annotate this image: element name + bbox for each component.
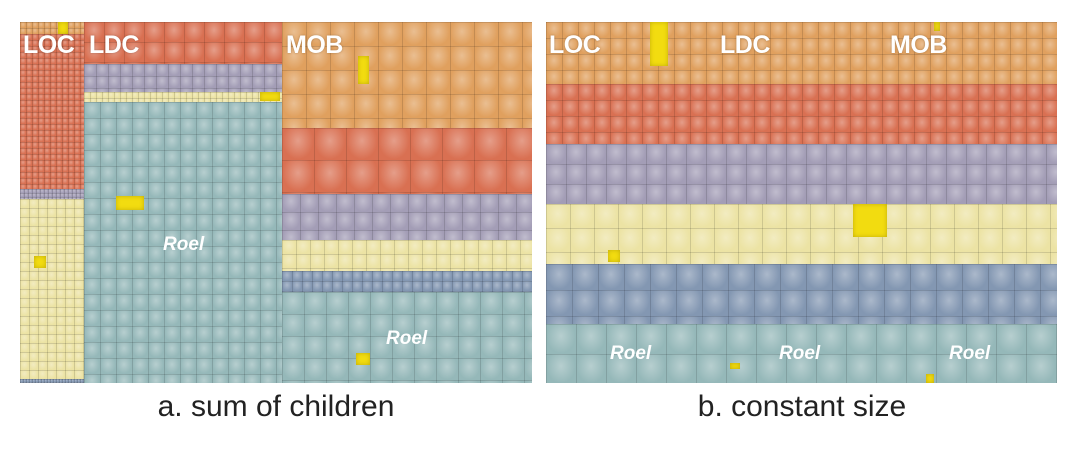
label-loc: LOC [549, 31, 601, 59]
mob-orange-region [282, 22, 532, 128]
mob-blue-region [282, 271, 532, 292]
ldc-purple-region [84, 64, 282, 92]
highlight-cell [260, 92, 280, 101]
loc-blue-region [20, 379, 84, 383]
loc-orange-region [20, 22, 84, 34]
highlight-cell [116, 196, 144, 210]
highlight-cell [358, 56, 369, 84]
label-roel: Roel [163, 234, 205, 255]
label-roel: Roel [386, 328, 428, 349]
highlight-cell [650, 22, 668, 66]
band-blue [546, 264, 1057, 324]
band-orange [546, 22, 1057, 84]
band-teal [546, 324, 1057, 383]
caption-sum-of-children: a. sum of children [157, 390, 395, 423]
mob-red-region [282, 128, 532, 194]
highlight-cell [34, 256, 46, 268]
caption-constant-size: b. constant size [697, 390, 907, 423]
highlight-cell [934, 22, 940, 31]
mob-teal-region [282, 292, 532, 383]
label-ldc: LDC [89, 31, 139, 59]
ldc-teal-region [84, 102, 282, 383]
band-red [546, 84, 1057, 144]
highlight-cell [356, 353, 370, 365]
label-roel: Roel [949, 343, 991, 364]
loc-purple-region [20, 189, 84, 199]
ldc-cream-region [84, 92, 282, 102]
treemap-constant-size: LOC LDC MOB Roel Roel Roel [546, 22, 1057, 383]
band-cream [546, 204, 1057, 264]
ldc-red-region [84, 22, 282, 64]
highlight-cell [608, 250, 620, 262]
highlight-cell [926, 374, 934, 383]
highlight-cell [730, 363, 740, 369]
label-mob: MOB [286, 31, 343, 59]
label-roel: Roel [779, 343, 821, 364]
label-roel: Roel [610, 343, 652, 364]
band-purple [546, 144, 1057, 204]
loc-cream-region [20, 199, 84, 379]
label-ldc: LDC [720, 31, 770, 59]
loc-red-region [20, 34, 84, 189]
mob-purple-region [282, 194, 532, 240]
treemap-sum-of-children: LOC LDC MOB Roel Roel [20, 22, 532, 383]
mob-cream-region [282, 240, 532, 271]
label-mob: MOB [890, 31, 947, 59]
label-loc: LOC [23, 31, 75, 59]
highlight-cell [853, 204, 887, 237]
highlight-cell [58, 22, 68, 34]
